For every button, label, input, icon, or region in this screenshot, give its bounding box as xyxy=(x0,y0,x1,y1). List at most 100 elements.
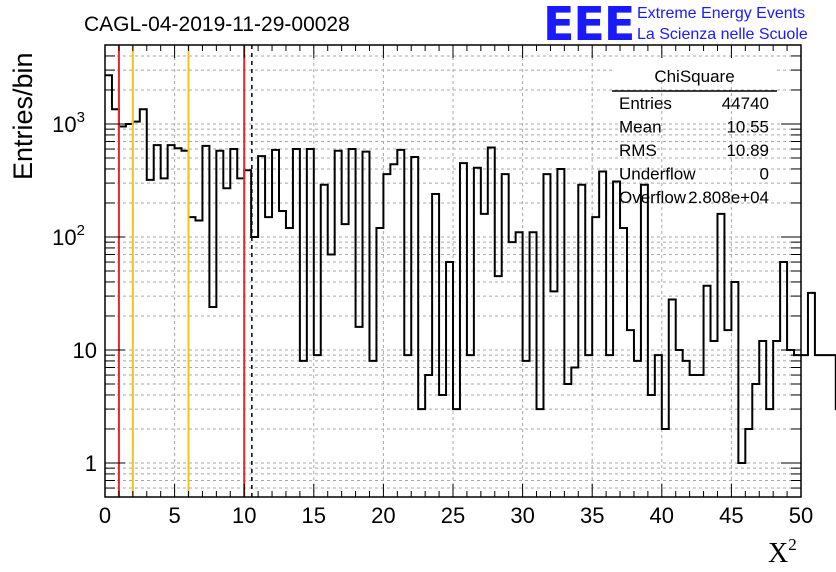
histogram-bin xyxy=(376,228,383,497)
histogram-bin xyxy=(550,291,557,497)
histogram-bin xyxy=(369,361,376,497)
histogram-bin xyxy=(704,286,711,497)
x-tick-label: 0 xyxy=(99,503,111,528)
histogram-bin xyxy=(537,409,544,497)
histogram-bin xyxy=(711,341,718,497)
stats-box: ChiSquare Entries 44740 Mean 10.55 RMS 10.89 Un… xyxy=(612,58,777,207)
histogram-bin xyxy=(356,327,363,497)
histogram-bin xyxy=(641,185,648,497)
histogram-bin xyxy=(467,355,474,497)
y-tick-label: 10 xyxy=(73,338,97,363)
histogram-bin xyxy=(175,148,182,497)
histogram-bin xyxy=(272,150,279,497)
histogram-bin xyxy=(564,384,571,497)
histogram-bin xyxy=(794,355,801,497)
histogram-bin xyxy=(293,149,300,497)
histogram-bin xyxy=(557,169,564,497)
logo-line2: La Scienza nelle Scuole xyxy=(637,26,808,43)
stats-row-value: 10.89 xyxy=(726,141,769,160)
histogram-bin xyxy=(182,151,189,497)
histogram-bin xyxy=(279,211,286,497)
histogram-bin xyxy=(690,375,697,497)
histogram-bin xyxy=(766,409,773,497)
stats-row-value: 44740 xyxy=(722,94,769,113)
histogram-bin xyxy=(383,174,390,497)
eee-logo: EEE Extreme Energy Events La Scienza nel… xyxy=(543,0,808,51)
histogram-bin xyxy=(759,341,766,497)
histogram-bin xyxy=(321,185,328,497)
histogram-bin xyxy=(745,429,752,497)
axis-ticks: 0 5 10 15 20 25 30 35 40 45 50 1 10 102 103 xyxy=(52,44,813,528)
y-axis-label: Entries/bin xyxy=(8,52,38,180)
histogram-bin xyxy=(571,367,578,497)
stats-title-bg xyxy=(612,58,777,82)
histogram-bin xyxy=(432,194,439,497)
stats-row-label: Mean xyxy=(619,118,662,137)
stats-row-label: Entries xyxy=(619,94,672,113)
histogram-bin xyxy=(147,180,154,497)
histogram-bin xyxy=(154,145,161,497)
stats-row-label: Underflow xyxy=(619,165,696,184)
histogram-bin xyxy=(738,463,745,497)
histogram-bin xyxy=(488,147,495,497)
histogram-bin xyxy=(731,282,738,497)
x-axis-label-base: X xyxy=(768,538,788,569)
histogram-bin xyxy=(822,355,829,497)
histogram-bin xyxy=(363,152,370,497)
x-tick-label: 50 xyxy=(789,503,813,528)
histogram-bin xyxy=(829,355,836,497)
histogram-bin xyxy=(328,254,335,497)
histogram-bin xyxy=(286,228,293,497)
stats-row-value: 2.808e+04 xyxy=(688,188,769,207)
histogram-bin xyxy=(335,151,342,497)
histogram-bin xyxy=(209,307,216,497)
x-tick-label: 10 xyxy=(232,503,256,528)
histogram-bin xyxy=(808,293,815,497)
histogram-outline xyxy=(105,74,836,464)
histogram-bin xyxy=(126,124,133,497)
stats-row-label: Overflow xyxy=(619,188,687,207)
histogram-bin xyxy=(676,350,683,497)
y-tick-label: 1 xyxy=(85,451,97,476)
histogram-bin xyxy=(446,262,453,497)
histogram-bin xyxy=(627,330,634,497)
histogram-bin xyxy=(787,350,794,497)
histogram-bin xyxy=(349,149,356,497)
histogram-bin xyxy=(495,276,502,497)
histogram-bin xyxy=(105,75,112,497)
stats-row-value: 10.55 xyxy=(726,118,769,137)
histogram-bin xyxy=(606,355,613,497)
x-tick-label: 40 xyxy=(650,503,674,528)
histogram-bin xyxy=(669,299,676,497)
x-tick-label: 30 xyxy=(510,503,534,528)
histogram-bin xyxy=(453,409,460,497)
histogram-bin xyxy=(133,122,140,497)
histogram-bin xyxy=(397,150,404,497)
histogram-bin xyxy=(119,127,126,497)
x-tick-label: 15 xyxy=(302,503,326,528)
x-tick-label: 45 xyxy=(719,503,743,528)
histogram-bin xyxy=(599,171,606,497)
histogram-bin xyxy=(648,395,655,497)
histogram-bin xyxy=(140,109,147,497)
stats-row-value: 0 xyxy=(760,165,769,184)
histogram-bin xyxy=(404,355,411,497)
histogram-bin xyxy=(613,181,620,497)
histogram-bin xyxy=(342,224,349,497)
histogram-bin xyxy=(683,361,690,497)
histogram-bin xyxy=(265,217,272,497)
histogram-bin xyxy=(223,188,230,497)
histogram-bin xyxy=(773,341,780,497)
logo-line1: Extreme Energy Events xyxy=(637,5,805,22)
histogram-bin xyxy=(390,164,397,497)
chart-title: CAGL-04-2019-11-29-00028 xyxy=(84,13,350,36)
histogram-bin xyxy=(418,409,425,497)
histogram-bin xyxy=(202,146,209,497)
histogram-bin xyxy=(244,170,251,497)
histogram-bin xyxy=(780,262,787,497)
histogram-bin xyxy=(481,214,488,497)
stats-title: ChiSquare xyxy=(654,67,734,86)
histogram-bin xyxy=(801,355,808,497)
x-tick-label: 25 xyxy=(441,503,465,528)
